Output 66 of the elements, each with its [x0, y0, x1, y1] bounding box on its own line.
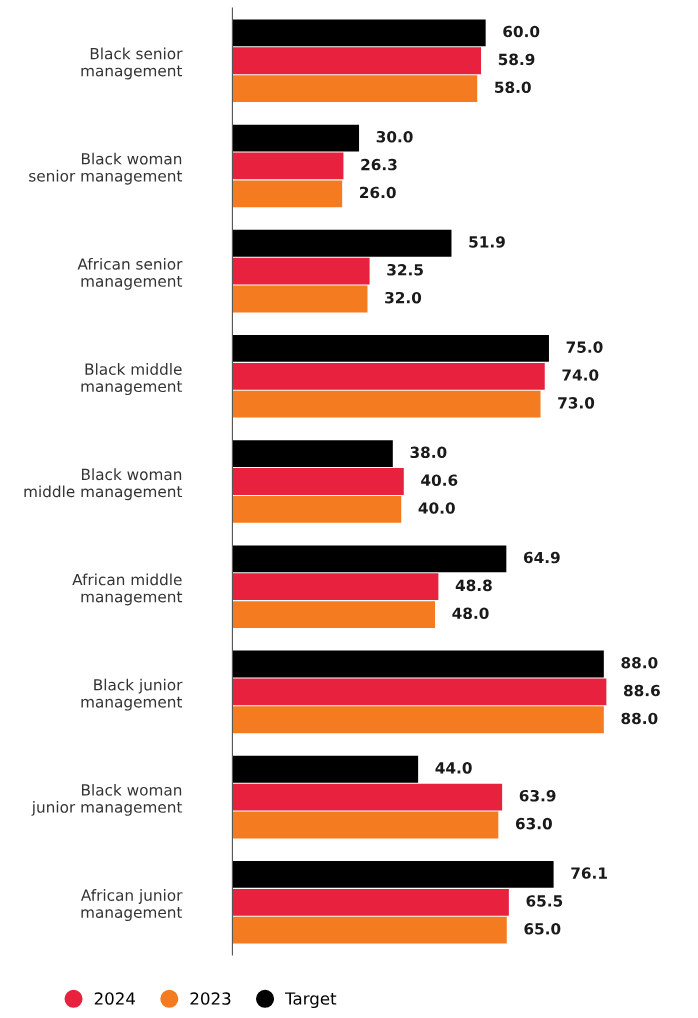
bar — [232, 601, 436, 628]
data-label: 58.9 — [498, 53, 535, 66]
bar — [232, 229, 452, 257]
data-label: 88.0 — [621, 712, 658, 725]
bar — [232, 468, 404, 495]
data-label: 32.0 — [385, 291, 422, 304]
data-label: 60.0 — [503, 25, 540, 38]
data-label: 73.0 — [558, 397, 595, 409]
bar — [232, 285, 368, 313]
bar — [232, 440, 393, 468]
bar — [232, 180, 343, 208]
bar — [232, 257, 370, 285]
bar — [232, 706, 604, 734]
bar — [232, 678, 607, 706]
y-tick-label: Black woman junior management — [31, 783, 183, 816]
data-label: 48.0 — [452, 607, 489, 620]
data-label: 63.9 — [519, 789, 556, 802]
data-label: 26.0 — [360, 186, 396, 199]
data-label: 65.5 — [526, 895, 563, 907]
y-tick-label: Black middle management — [81, 363, 183, 396]
bar — [232, 124, 360, 152]
data-label: 88.6 — [623, 684, 660, 697]
bar — [232, 888, 509, 916]
data-label: 63.0 — [515, 817, 552, 830]
data-label: 74.0 — [562, 369, 599, 381]
data-label: 65.0 — [524, 923, 561, 935]
legend-label: 2024 — [94, 992, 136, 1005]
bar — [232, 916, 507, 944]
y-tick-label: Black senior management — [81, 47, 183, 80]
bar — [232, 152, 344, 180]
bar — [232, 75, 478, 103]
data-label: 40.0 — [418, 502, 455, 514]
bar — [232, 362, 545, 390]
data-label: 75.0 — [566, 341, 603, 353]
data-label: 76.1 — [571, 867, 607, 879]
data-label: 48.8 — [455, 579, 492, 592]
bar — [232, 811, 499, 839]
y-tick-label: Black junior management — [81, 678, 183, 711]
bar — [232, 545, 507, 573]
bar — [232, 573, 439, 601]
data-label: 64.9 — [523, 551, 560, 564]
bar — [232, 650, 604, 678]
bar — [232, 495, 402, 523]
y-tick-label: African senior management — [77, 257, 183, 290]
data-label: 32.5 — [387, 264, 423, 276]
bar — [232, 783, 503, 811]
data-label: 88.0 — [621, 656, 658, 669]
legend-label: 2023 — [190, 992, 231, 1005]
y-tick-label: Black woman senior management — [29, 152, 183, 185]
data-label: 30.0 — [376, 130, 413, 143]
bar — [232, 335, 549, 362]
bar — [232, 47, 482, 75]
bar — [232, 755, 419, 783]
bar — [232, 861, 554, 888]
y-tick-label: African junior management — [80, 889, 183, 921]
legend-label: Target — [285, 992, 337, 1009]
y-tick-label: Black woman middle management — [24, 468, 183, 501]
bar — [232, 390, 541, 418]
data-label: 58.0 — [495, 81, 531, 94]
data-label: 38.0 — [410, 446, 447, 459]
bar — [232, 19, 486, 47]
data-label: 40.6 — [421, 474, 458, 486]
data-label: 44.0 — [435, 762, 472, 774]
data-label: 51.9 — [469, 236, 505, 248]
data-label: 26.3 — [361, 158, 397, 171]
y-tick-label: African middle management — [72, 573, 183, 606]
